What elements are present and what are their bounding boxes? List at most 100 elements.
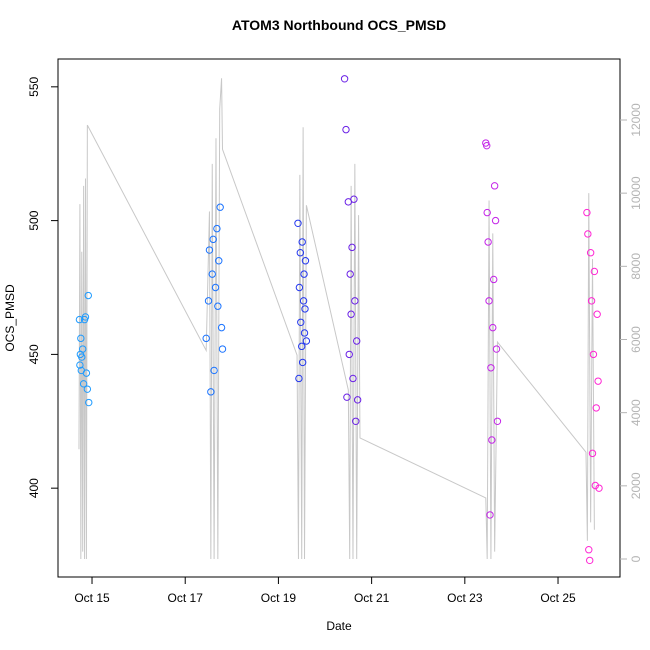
point [76,361,84,369]
point [208,270,216,278]
point [485,297,493,305]
point [298,358,307,367]
point [298,238,306,246]
point [585,546,593,554]
point [483,141,491,150]
point [300,329,309,337]
point [299,297,308,305]
point [353,396,362,404]
point [348,243,356,252]
point [349,374,357,383]
point [486,511,494,519]
point [483,208,491,217]
chart-title: ATOM3 Northbound OCS_PMSD [232,17,446,33]
y-tick-label: 450 [27,344,41,364]
point [584,230,592,238]
point [350,195,358,203]
point [593,310,601,318]
y2-tick-label: 4000 [629,399,643,426]
point [589,350,598,359]
point [343,393,351,401]
y-tick-label: 550 [27,76,41,96]
y-axis-label: OCS_PMSD [3,284,17,352]
x-tick-label: Oct 25 [540,591,576,605]
x-tick-label: Oct 23 [447,591,483,605]
point [586,556,594,565]
point [218,345,227,353]
point [300,270,308,278]
x-tick-label: Oct 17 [168,591,204,605]
point [488,436,496,444]
point [210,366,218,375]
point [78,353,86,361]
point [204,297,213,305]
point [209,235,217,244]
point [82,369,91,377]
point [84,291,92,300]
point [294,219,302,227]
point [493,417,502,425]
point [295,374,303,383]
point [595,484,603,492]
point [587,297,596,305]
point [588,449,597,458]
point [215,257,223,265]
point [217,323,226,332]
y2-tick-label: 0 [629,555,643,562]
y2-tick-label: 8000 [629,253,643,280]
y2-tick-label: 6000 [629,326,643,353]
point [83,385,92,393]
point [77,334,85,343]
point [81,313,90,321]
point [594,377,602,385]
y-tick-label: 500 [27,210,41,230]
point [590,267,599,276]
point [297,318,305,326]
point [302,337,311,345]
point [216,203,224,211]
point [345,350,353,359]
point [492,345,501,353]
point [295,283,304,292]
y-tick-label: 400 [27,478,41,498]
point [347,310,355,318]
point [298,342,306,351]
y2-tick-label: 2000 [629,472,643,499]
point [207,388,215,396]
point [346,270,354,278]
y2-tick-label: 10000 [629,176,643,210]
x-tick-label: Oct 15 [74,591,110,605]
plot-frame [57,58,621,578]
point [340,75,349,83]
point [85,398,93,407]
point [487,364,495,372]
point [202,334,210,343]
point [214,302,222,310]
point [75,315,84,324]
point [301,305,309,313]
point [491,216,500,225]
point [211,283,220,292]
point [353,337,361,345]
x-axis-label: Date [326,619,352,633]
x-tick-label: Oct 21 [354,591,390,605]
point [213,224,221,233]
point [490,275,498,284]
point [484,238,492,246]
point [586,249,595,257]
point [301,257,310,265]
y2-tick-label: 12000 [629,103,643,137]
point [490,182,499,190]
point [205,246,214,254]
point [342,125,350,134]
point [592,404,600,412]
point [489,323,497,332]
line [78,78,595,560]
point [78,345,87,353]
point [296,249,305,257]
point [352,417,360,425]
point [583,208,591,217]
point [79,380,88,388]
point [351,297,359,305]
